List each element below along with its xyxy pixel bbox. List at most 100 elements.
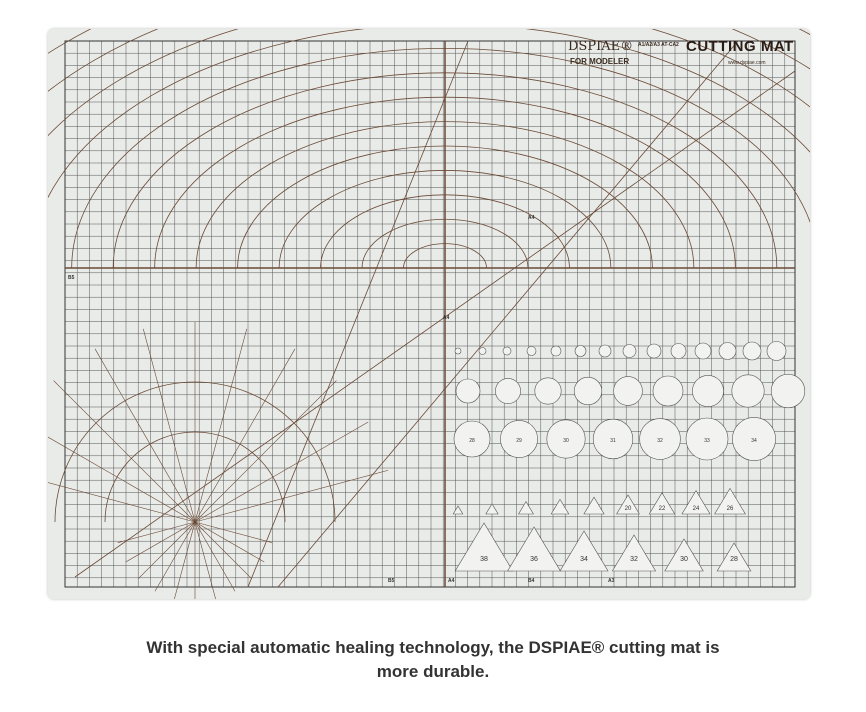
arc-guide	[48, 29, 810, 92]
arc-guide	[195, 121, 695, 269]
circle-template	[685, 417, 729, 461]
circle-template	[692, 375, 724, 407]
circle-template	[731, 374, 765, 408]
circle-template	[573, 376, 603, 406]
mat-title: CUTTING MAT	[686, 38, 794, 55]
circle-label: 29	[516, 438, 522, 444]
triangle-template	[454, 522, 514, 572]
caption-line-1: With special automatic healing technolog…	[146, 638, 720, 657]
diagonal-line	[247, 40, 469, 588]
circle-template	[478, 347, 487, 355]
arc-guide	[320, 194, 570, 269]
circle-template	[502, 346, 512, 356]
angle-line	[194, 521, 273, 543]
angle-line	[194, 521, 252, 579]
circle-template	[742, 341, 762, 361]
paper-size-label: A4	[443, 315, 450, 321]
circle-template	[500, 420, 538, 458]
circle-template	[550, 345, 562, 357]
circle-label: 34	[751, 438, 757, 444]
website: www.dspiae.com	[728, 60, 766, 66]
angle-line	[125, 521, 196, 563]
triangle-label: 24	[693, 506, 700, 512]
diagonal-line	[277, 40, 739, 588]
triangle-label: 32	[630, 556, 638, 563]
paper-size-label: A3	[608, 578, 615, 584]
circle-template	[534, 377, 562, 405]
circle-template	[546, 419, 586, 459]
triangle-template	[714, 487, 746, 515]
caption: With special automatic healing technolog…	[0, 636, 866, 684]
angle-line	[194, 469, 389, 523]
triangle-template	[648, 492, 676, 515]
angle-line	[117, 521, 196, 543]
angle-line	[174, 521, 196, 599]
circle-template	[652, 375, 684, 407]
angle-line	[194, 328, 248, 523]
angle-line	[53, 380, 196, 523]
triangle-template	[507, 526, 561, 572]
arc-guide	[71, 48, 810, 269]
circle-template	[639, 418, 681, 460]
triangle-template	[550, 498, 570, 515]
triangle-template	[452, 505, 464, 515]
angle-line	[194, 521, 216, 599]
triangle-template	[716, 542, 752, 572]
caption-line-2: more durable.	[376, 662, 490, 681]
circle-template	[495, 378, 521, 404]
mat-grid: 28 29 30 31 32 33 34 20 22 24 26 38 36 34 32 30 28 A4 A4 A3…	[48, 29, 810, 599]
arc-guide	[48, 29, 810, 54]
triangle-template	[611, 534, 657, 572]
angle-line	[194, 421, 369, 523]
circle-template	[718, 342, 737, 360]
angle-line	[48, 482, 196, 523]
triangle-label: 30	[680, 556, 688, 563]
triangle-label: 26	[727, 506, 734, 512]
circle-template	[453, 420, 491, 458]
circle-template	[670, 343, 687, 359]
cutting-mat: 28 29 30 31 32 33 34 20 22 24 26 38 36 34 32 30 28 A4 A4 A3…	[48, 29, 810, 599]
circle-template	[732, 417, 776, 461]
angle-line	[194, 380, 337, 523]
triangle-label: 20	[625, 506, 632, 512]
circle-template	[770, 373, 806, 409]
arc-guide	[48, 29, 810, 268]
angle-line	[48, 436, 196, 523]
triangle-template	[616, 494, 640, 515]
model-number: A1/A2/A3 AT-CA2	[638, 42, 679, 48]
triangle-template	[664, 538, 704, 572]
triangle-label: 28	[730, 556, 738, 563]
triangle-template	[485, 503, 499, 515]
circle-label: 33	[704, 438, 710, 444]
grid-border	[64, 40, 796, 588]
triangle-label: 34	[580, 556, 588, 563]
circle-template	[592, 418, 634, 460]
arc-guide	[361, 218, 529, 269]
angle-line	[194, 521, 265, 563]
triangle-label: 22	[659, 506, 666, 512]
circle-template	[574, 345, 587, 357]
angle-line	[194, 521, 236, 592]
circle-template	[455, 378, 481, 404]
circle-label: 28	[469, 438, 475, 444]
angle-line	[138, 521, 196, 579]
angle-line	[154, 521, 196, 592]
paper-size-label: B4	[528, 578, 535, 584]
arc-guide	[48, 29, 810, 137]
circle-template	[766, 341, 787, 361]
arc-guide	[112, 72, 778, 269]
triangle-template	[583, 496, 605, 515]
circle-template	[694, 342, 712, 360]
circle-template	[622, 344, 637, 358]
circle-label: 30	[563, 438, 569, 444]
mat-subtitle: FOR MODELER	[570, 57, 630, 66]
paper-size-label: A4	[528, 215, 535, 221]
circle-template	[526, 346, 537, 356]
triangle-template	[518, 501, 534, 515]
paper-size-label: A4	[448, 578, 455, 584]
arc-guide	[48, 29, 810, 199]
arc-guide	[237, 145, 653, 269]
triangle-label: 36	[530, 556, 538, 563]
triangle-template	[681, 490, 711, 515]
angle-line	[94, 348, 196, 523]
